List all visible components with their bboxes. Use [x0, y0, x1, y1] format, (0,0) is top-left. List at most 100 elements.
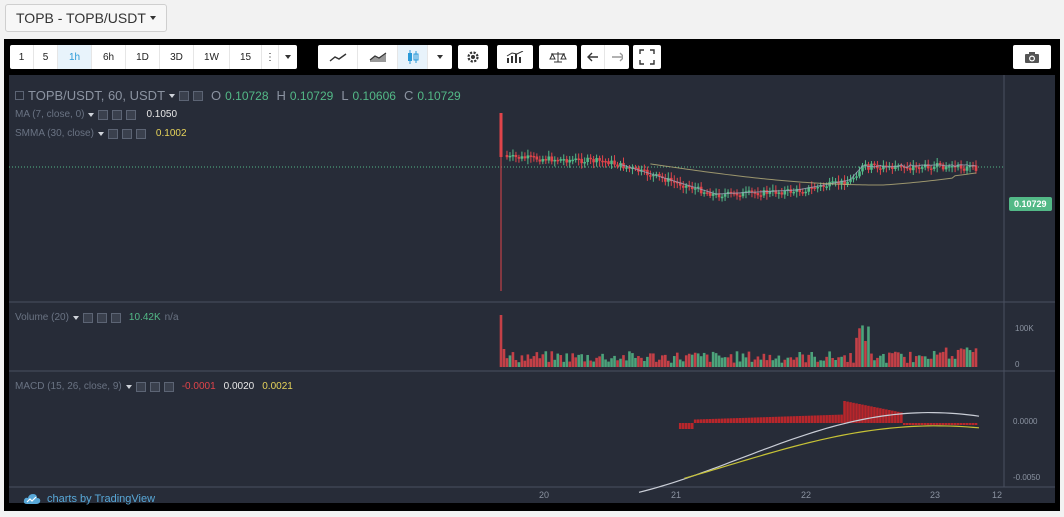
volume-bar — [595, 357, 598, 367]
volume-bar — [906, 362, 909, 367]
more-intervals-button[interactable]: ⋮ — [262, 45, 279, 69]
volume-bar — [631, 353, 634, 367]
line-chart-button[interactable] — [318, 45, 358, 69]
volume-bar — [711, 351, 715, 367]
redo-icon — [612, 52, 623, 62]
volume-bar — [870, 353, 873, 367]
volume-bar — [714, 353, 718, 367]
macd-histogram-bar — [932, 423, 936, 425]
candle-body — [592, 159, 595, 163]
settings-icon[interactable] — [96, 312, 107, 323]
volume-bar — [583, 361, 586, 367]
interval-1h[interactable]: 1h — [58, 45, 92, 69]
candle-body — [789, 189, 793, 193]
volume-bar — [735, 351, 739, 367]
visibility-icon[interactable] — [98, 109, 109, 120]
gear-icon — [467, 51, 479, 63]
volume-bar — [610, 358, 613, 367]
indicators-button[interactable] — [497, 45, 533, 69]
volume-bar — [547, 361, 551, 367]
candle-body — [941, 164, 945, 170]
chart-area[interactable]: 20 21 22 23 12 100K 0 0.0000 -0.0050 TOPB/USDT, … — [9, 75, 1055, 505]
volume-bar — [935, 354, 939, 367]
volume-bar — [965, 347, 969, 367]
volume-bar — [879, 355, 882, 367]
chevron-down-icon[interactable] — [125, 384, 132, 389]
close-icon[interactable] — [135, 128, 146, 139]
volume-bar — [971, 352, 975, 367]
close-icon[interactable] — [163, 381, 174, 392]
interval-15[interactable]: 15 — [230, 45, 262, 69]
interval-1m[interactable]: 1 — [10, 45, 34, 69]
fullscreen-button[interactable] — [633, 45, 661, 69]
volume-bar — [690, 354, 694, 367]
candle-body — [658, 174, 661, 177]
redo-button[interactable] — [605, 45, 629, 69]
chevron-down-icon[interactable] — [97, 131, 104, 136]
volume-bar — [562, 361, 566, 367]
interval-1w[interactable]: 1W — [194, 45, 230, 69]
volume-bar — [577, 354, 580, 367]
open-value: 0.10728 — [225, 88, 269, 103]
macd-histogram-bar — [744, 417, 748, 423]
snapshot-button[interactable] — [1013, 45, 1051, 69]
volume-bar — [681, 361, 685, 367]
volume-bar — [834, 360, 837, 367]
candle-body — [699, 186, 703, 194]
macd-histogram-bar — [914, 423, 918, 425]
pair-selector-label: TOPB - TOPB/USDT — [16, 10, 146, 26]
close-icon[interactable] — [126, 109, 137, 120]
candle-body — [974, 165, 978, 171]
pair-selector-button[interactable]: TOPB - TOPB/USDT — [5, 4, 167, 32]
candle-body — [965, 166, 969, 171]
macd-histogram-bar — [801, 415, 805, 423]
interval-1d[interactable]: 1D — [126, 45, 160, 69]
macd-histogram-bar — [947, 423, 951, 425]
settings-icon[interactable] — [193, 90, 204, 101]
volume-bar — [888, 352, 891, 367]
candle-body — [583, 161, 586, 164]
chart-style-dropdown[interactable] — [428, 45, 452, 69]
visibility-icon[interactable] — [107, 128, 118, 139]
settings-button[interactable] — [458, 45, 488, 69]
candle-body — [565, 159, 569, 163]
interval-3d[interactable]: 3D — [160, 45, 194, 69]
candle-body — [849, 179, 852, 182]
candle-body — [801, 192, 805, 194]
volume-bar — [508, 355, 512, 367]
close-icon[interactable] — [110, 312, 121, 323]
macd-histogram-bar — [696, 419, 700, 423]
visibility-icon[interactable] — [179, 90, 190, 101]
collapse-icon[interactable] — [15, 91, 24, 100]
indicators-icon — [506, 51, 524, 63]
interval-6h[interactable]: 6h — [92, 45, 126, 69]
settings-icon[interactable] — [121, 128, 132, 139]
scales-icon — [549, 52, 567, 63]
candle-body — [932, 166, 936, 169]
volume-bar — [696, 353, 700, 367]
interval-dropdown[interactable] — [279, 45, 297, 69]
candle-body — [804, 191, 808, 194]
volume-bar — [911, 362, 915, 367]
candle-body — [616, 164, 619, 167]
settings-icon[interactable] — [112, 109, 123, 120]
interval-5m[interactable]: 5 — [34, 45, 58, 69]
volume-bar — [559, 355, 563, 367]
volume-bar — [876, 357, 879, 367]
chevron-down-icon[interactable] — [72, 315, 79, 320]
volume-bar — [637, 356, 640, 367]
volume-bar — [667, 360, 670, 367]
compare-button[interactable] — [539, 45, 577, 69]
volume-bar — [523, 360, 527, 367]
candle-body — [693, 188, 697, 190]
candles-chart-button[interactable] — [398, 45, 428, 69]
visibility-icon[interactable] — [135, 381, 146, 392]
candle-body — [550, 156, 554, 162]
visibility-icon[interactable] — [82, 312, 93, 323]
chevron-down-icon[interactable] — [88, 112, 95, 117]
chevron-down-icon[interactable] — [169, 93, 176, 98]
undo-button[interactable] — [581, 45, 605, 69]
area-chart-button[interactable] — [358, 45, 398, 69]
tradingview-branding[interactable]: charts by TradingView — [23, 493, 155, 505]
settings-icon[interactable] — [149, 381, 160, 392]
